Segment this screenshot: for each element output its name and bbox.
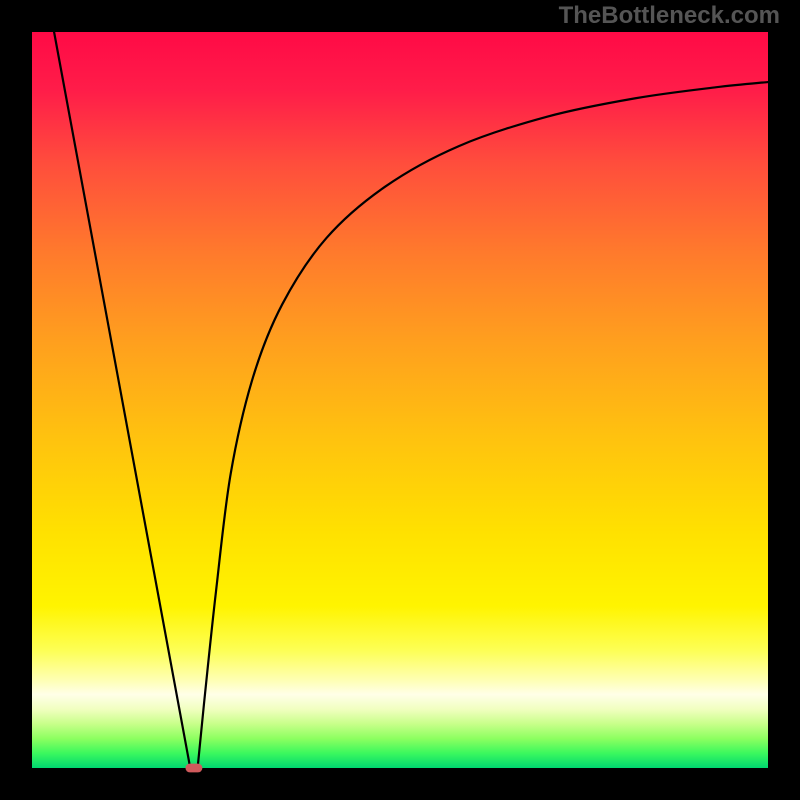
watermark-text: TheBottleneck.com	[559, 2, 780, 30]
chart-gradient-bg	[32, 32, 768, 768]
bottleneck-chart	[0, 0, 800, 800]
chart-container: TheBottleneck.com	[0, 0, 800, 800]
bottleneck-marker	[185, 764, 202, 773]
